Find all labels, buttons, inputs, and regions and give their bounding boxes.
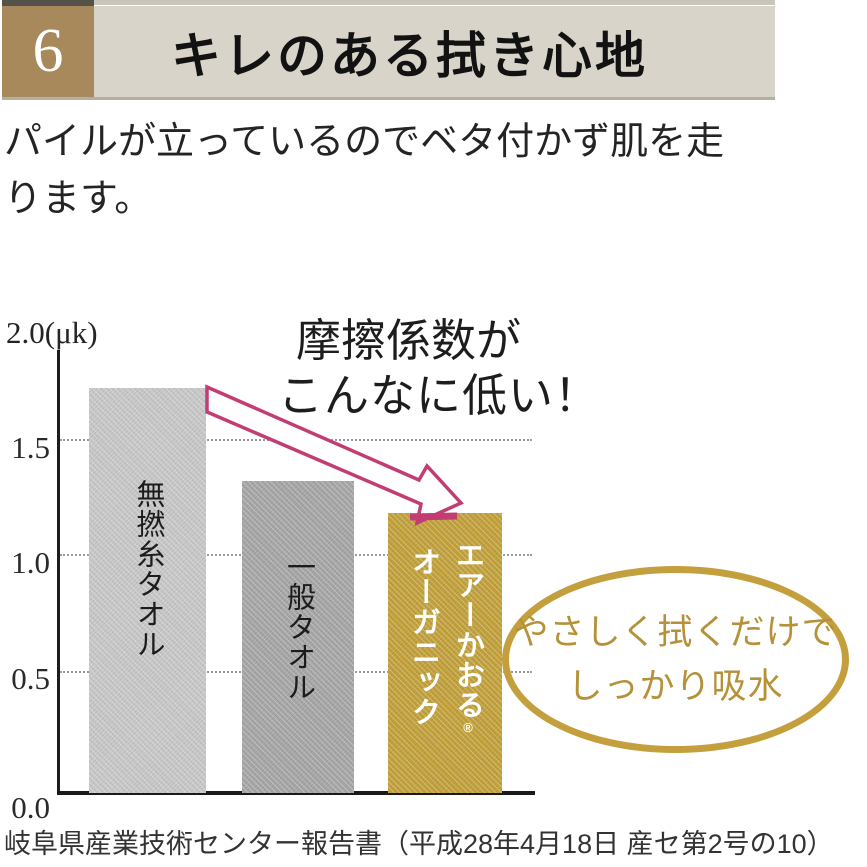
y-axis-max-unit-label: 2.0(μk) <box>6 315 98 350</box>
section-title: キレのある拭き心地 <box>171 27 648 84</box>
bar-untwisted-yarn-towel: 無撚糸タオル <box>89 388 206 793</box>
bar-label-air-kaoru-organic: エアーかおる® オーガニック <box>407 540 484 735</box>
x-axis-line <box>57 791 535 795</box>
gridline-0-5 <box>60 671 532 673</box>
bar-label-col-left: オーガニック <box>407 547 440 727</box>
body-text-line-1: パイルが立っているのでベタ付かず肌を走 <box>4 121 725 163</box>
bar-label-general-towel: 一般タオル <box>282 552 315 702</box>
gridline-1-5 <box>60 439 532 441</box>
source-note: 岐阜県産業技術センター報告書（平成28年4月18日 産セ第2号の10） <box>4 829 834 859</box>
bar-label-untwisted-yarn-towel: 無撚糸タオル <box>132 479 164 659</box>
registered-mark: ® <box>460 720 476 735</box>
bar-label-col-right: エアーかおる® <box>451 540 484 735</box>
body-text-line-2: ります。 <box>4 178 153 220</box>
header-underline <box>2 97 775 100</box>
callout-line-1: やさしく拭くだけで <box>513 612 838 652</box>
y-tick-label-1-0: 1.0 <box>11 545 50 580</box>
callout-oval: やさしく拭くだけで しっかり吸水 <box>502 566 849 753</box>
section-number: 6 <box>32 17 64 85</box>
section-title-bar: キレのある拭き心地 <box>94 6 775 97</box>
annotation-line-2: こんなに低い！ <box>278 371 601 421</box>
callout-line-2: しっかり吸水 <box>567 666 784 706</box>
body-text: パイルが立っているのでベタ付かず肌を走 ります。 <box>4 114 804 228</box>
gridline-1-0 <box>60 554 532 556</box>
section-number-box: 6 <box>2 6 94 97</box>
top-strip-light <box>94 0 775 5</box>
y-axis-line <box>57 350 60 793</box>
y-tick-label-0-5: 0.5 <box>11 661 50 696</box>
bar-general-towel: 一般タオル <box>242 481 354 793</box>
y-tick-label-1-5: 1.5 <box>11 430 50 465</box>
top-strip-dark <box>2 0 94 6</box>
annotation-line-1: 摩擦係数が <box>296 316 522 366</box>
y-tick-label-0-0: 0.0 <box>11 790 50 825</box>
